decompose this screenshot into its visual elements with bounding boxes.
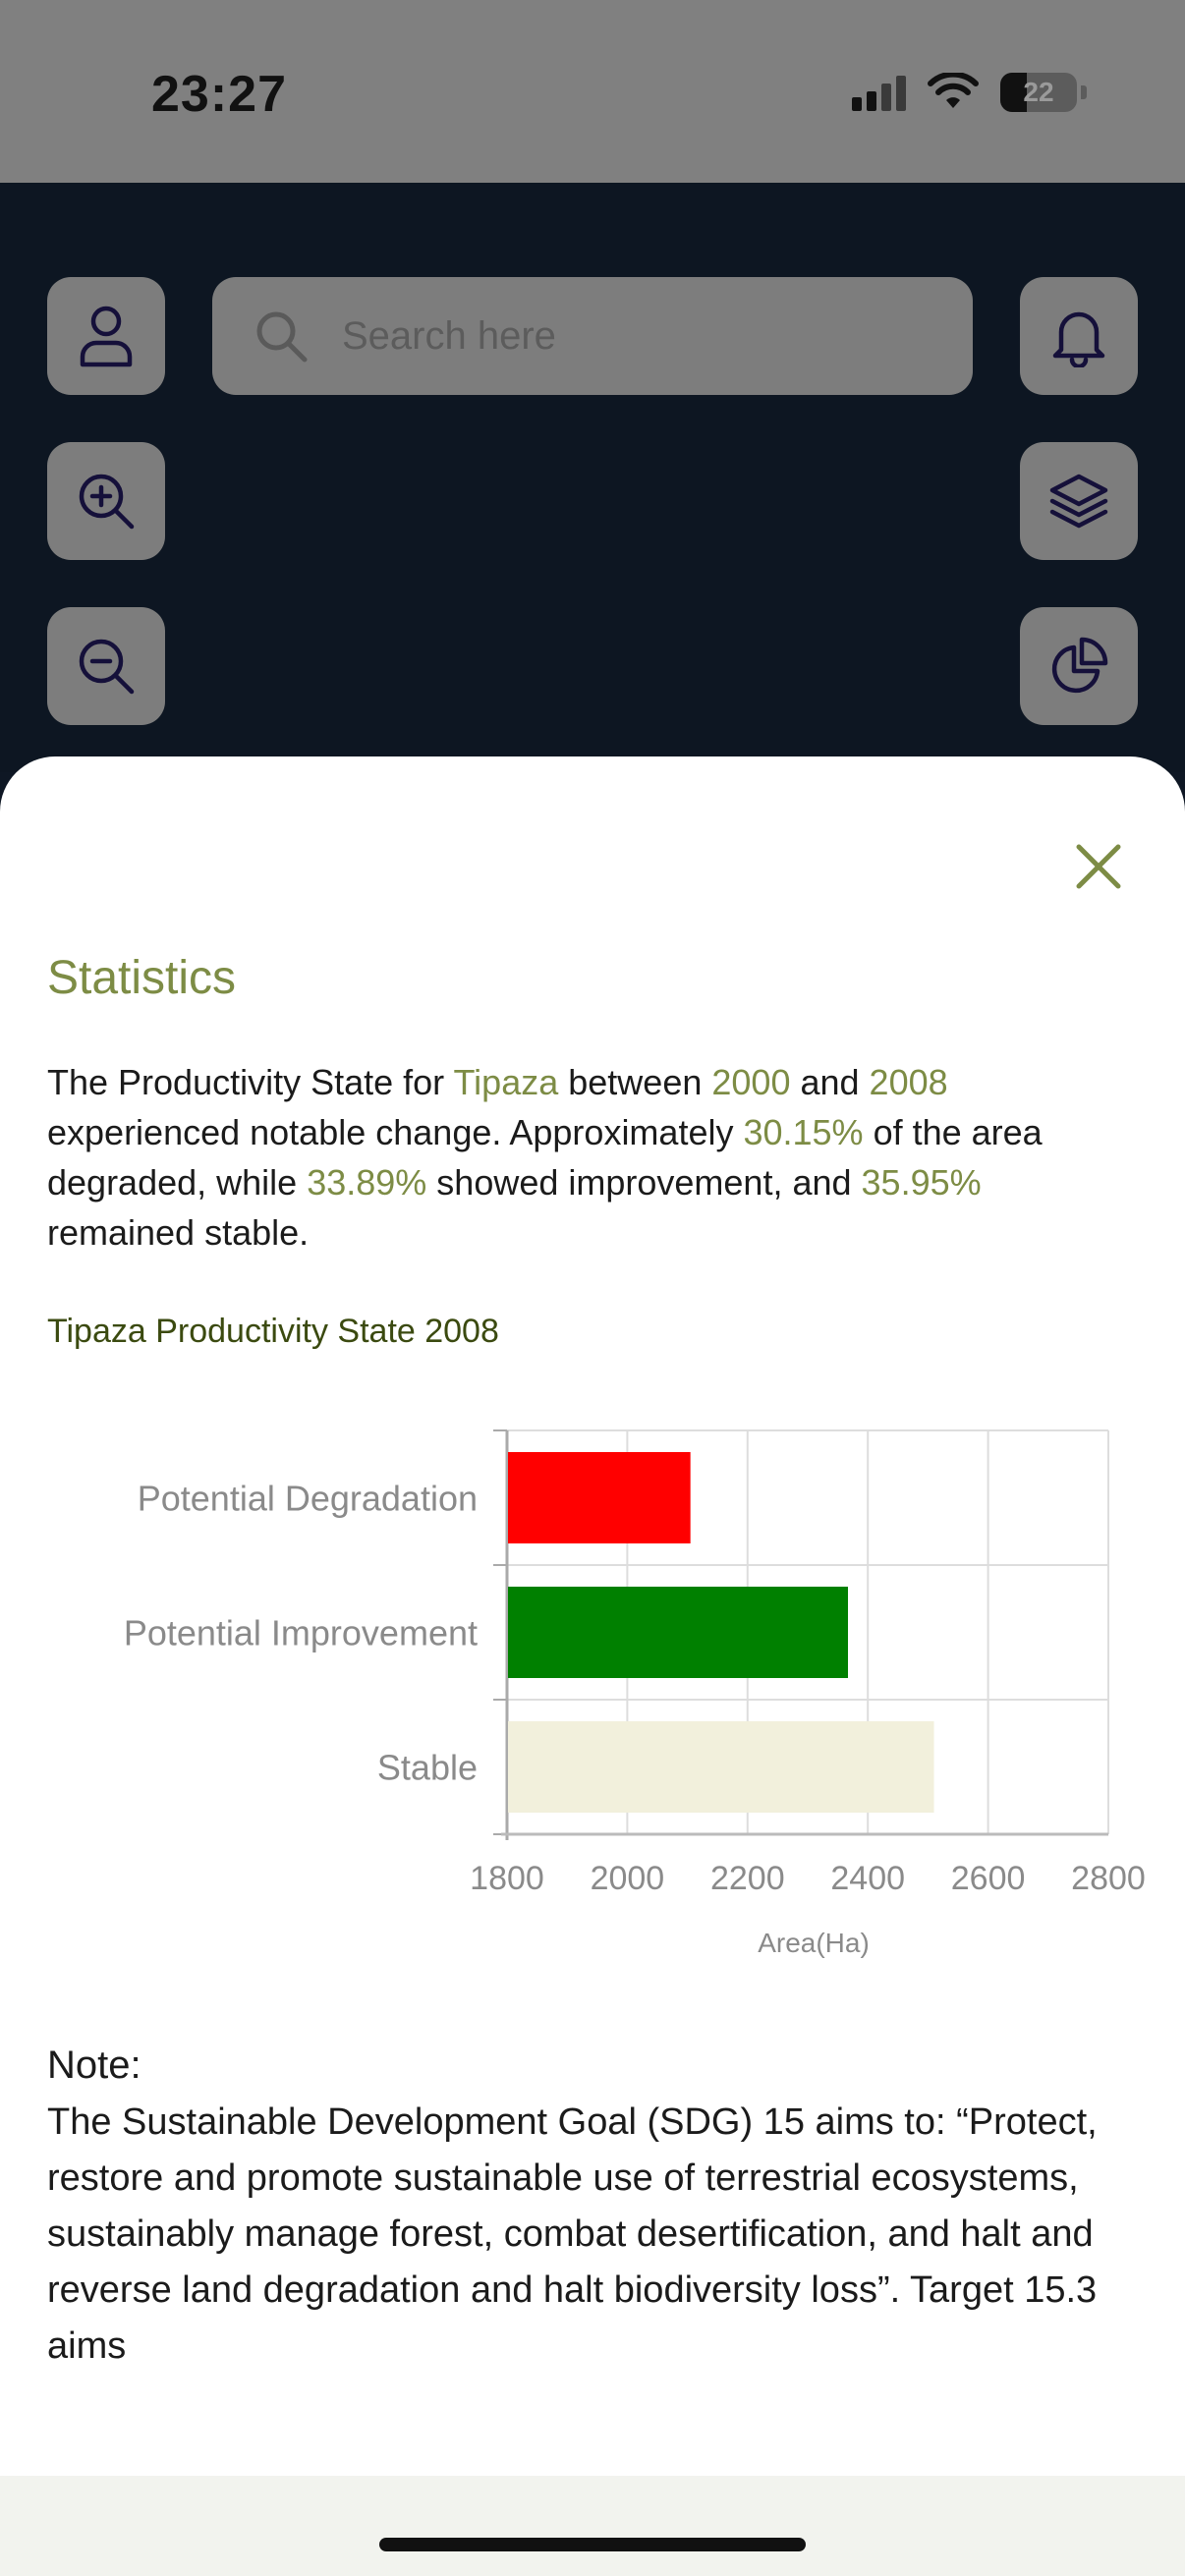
x-tick-label: 2800 — [1071, 1860, 1146, 1897]
home-indicator-area — [0, 2476, 1185, 2576]
zoom-out-icon — [79, 639, 135, 695]
statistics-button[interactable] — [1020, 607, 1138, 725]
stable-percent: 35.95% — [861, 1162, 982, 1203]
layers-button[interactable] — [1020, 442, 1138, 560]
category-label: Potential Degradation — [138, 1479, 478, 1519]
profile-button[interactable] — [47, 277, 165, 395]
home-indicator[interactable] — [379, 2538, 806, 2551]
start-year: 2000 — [711, 1062, 791, 1102]
statistics-summary: The Productivity State for Tipaza betwee… — [47, 1062, 1043, 1253]
battery-percent: 22 — [1023, 77, 1054, 107]
status-bar: 23:27 22 — [0, 0, 1185, 183]
bar-stable — [508, 1721, 934, 1813]
pie-chart-icon — [1051, 637, 1108, 694]
bar-potential-degradation — [508, 1452, 691, 1543]
sheet-title: Statistics — [47, 952, 237, 1004]
map-view[interactable] — [0, 183, 1185, 772]
bar-potential-improvement — [508, 1587, 849, 1678]
improved-percent: 33.89% — [307, 1162, 427, 1203]
note-text: The Sustainable Development Goal (SDG) 1… — [47, 2101, 1098, 2367]
search-icon — [256, 311, 308, 363]
notifications-button[interactable] — [1020, 277, 1138, 395]
layers-icon — [1049, 474, 1108, 529]
x-tick-label: 2200 — [710, 1860, 785, 1897]
category-label: Stable — [377, 1748, 478, 1788]
bell-icon — [1052, 311, 1105, 367]
battery-icon: 22 — [1000, 73, 1077, 112]
wifi-icon — [928, 73, 979, 108]
x-tick-label: 1800 — [470, 1860, 544, 1897]
productivity-bar-chart: Potential Degradation Potential Improveme… — [124, 1429, 1146, 1958]
degraded-percent: 30.15% — [743, 1112, 864, 1152]
zoom-in-button[interactable] — [47, 442, 165, 560]
end-year: 2008 — [869, 1062, 948, 1102]
category-label: Potential Improvement — [124, 1613, 478, 1653]
x-axis-label: Area(Ha) — [758, 1928, 870, 1958]
close-button[interactable] — [1069, 837, 1128, 896]
statistics-sheet: Statistics The Productivity State for Ti… — [0, 756, 1185, 2476]
note-heading: Note: — [47, 2044, 141, 2087]
status-icons: 22 — [852, 73, 1087, 112]
search-bar[interactable] — [212, 277, 973, 395]
zoom-in-icon — [79, 474, 135, 530]
x-tick-label: 2000 — [591, 1860, 665, 1897]
status-time: 23:27 — [151, 66, 287, 123]
search-input[interactable] — [342, 313, 931, 359]
x-tick-label: 2600 — [951, 1860, 1026, 1897]
signal-icon — [852, 74, 906, 111]
profile-icon — [80, 306, 133, 367]
close-icon — [1076, 844, 1121, 889]
zoom-out-button[interactable] — [47, 607, 165, 725]
region-name: Tipaza — [453, 1062, 559, 1102]
chart-title: Tipaza Productivity State 2008 — [47, 1313, 499, 1350]
x-tick-label: 2400 — [830, 1860, 905, 1897]
